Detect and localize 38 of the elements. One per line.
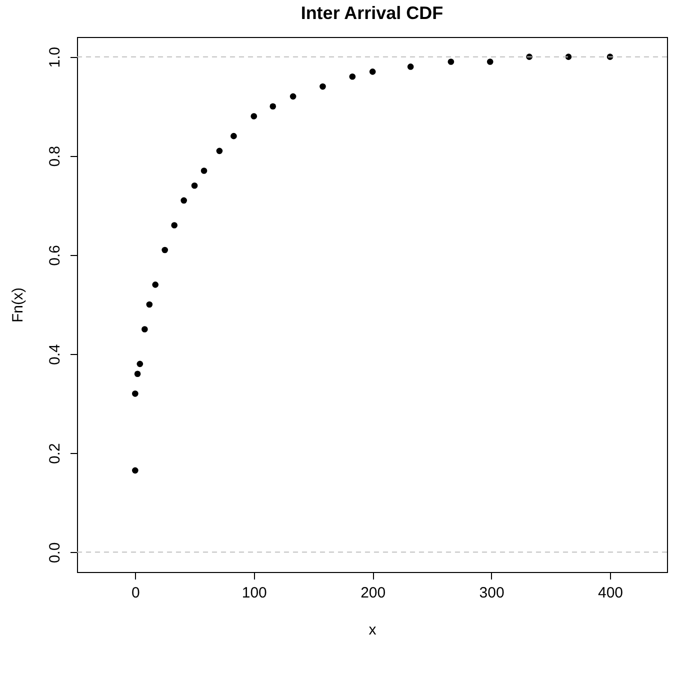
y-axis-title: Fn(x) xyxy=(10,288,26,322)
point xyxy=(132,467,138,474)
y-tick-label: 0.6 xyxy=(46,245,64,266)
x-tick-label: 200 xyxy=(360,584,386,602)
point xyxy=(349,73,356,80)
point xyxy=(216,148,223,154)
point xyxy=(565,54,572,60)
point xyxy=(320,83,326,90)
point xyxy=(230,132,237,140)
y-tick-label: 0.4 xyxy=(46,344,64,365)
point xyxy=(142,326,148,332)
x-tick-label: 100 xyxy=(242,584,267,602)
x-tick-label: 300 xyxy=(479,584,504,602)
point xyxy=(152,282,159,288)
x-axis-title: x xyxy=(368,622,377,638)
point xyxy=(171,222,178,228)
point xyxy=(407,64,414,70)
point xyxy=(369,68,376,75)
y-tick-label: 0.2 xyxy=(46,443,64,464)
point xyxy=(200,168,208,174)
x-tick-label: 400 xyxy=(598,584,624,602)
point xyxy=(146,301,153,308)
point xyxy=(134,370,141,378)
point xyxy=(136,360,144,368)
point xyxy=(448,58,454,65)
point xyxy=(486,58,494,65)
point xyxy=(250,113,258,120)
point xyxy=(180,197,188,204)
point xyxy=(191,182,198,189)
point xyxy=(162,246,168,254)
point xyxy=(132,390,138,397)
point xyxy=(290,93,296,100)
x-tick-label: 0 xyxy=(131,584,140,602)
point xyxy=(270,103,276,110)
y-tick-label: 0.0 xyxy=(46,542,64,564)
y-tick-label: 1.0 xyxy=(46,46,64,68)
chart-title: Inter Arrival CDF xyxy=(300,3,444,23)
y-tick-label: 0.8 xyxy=(46,146,64,167)
